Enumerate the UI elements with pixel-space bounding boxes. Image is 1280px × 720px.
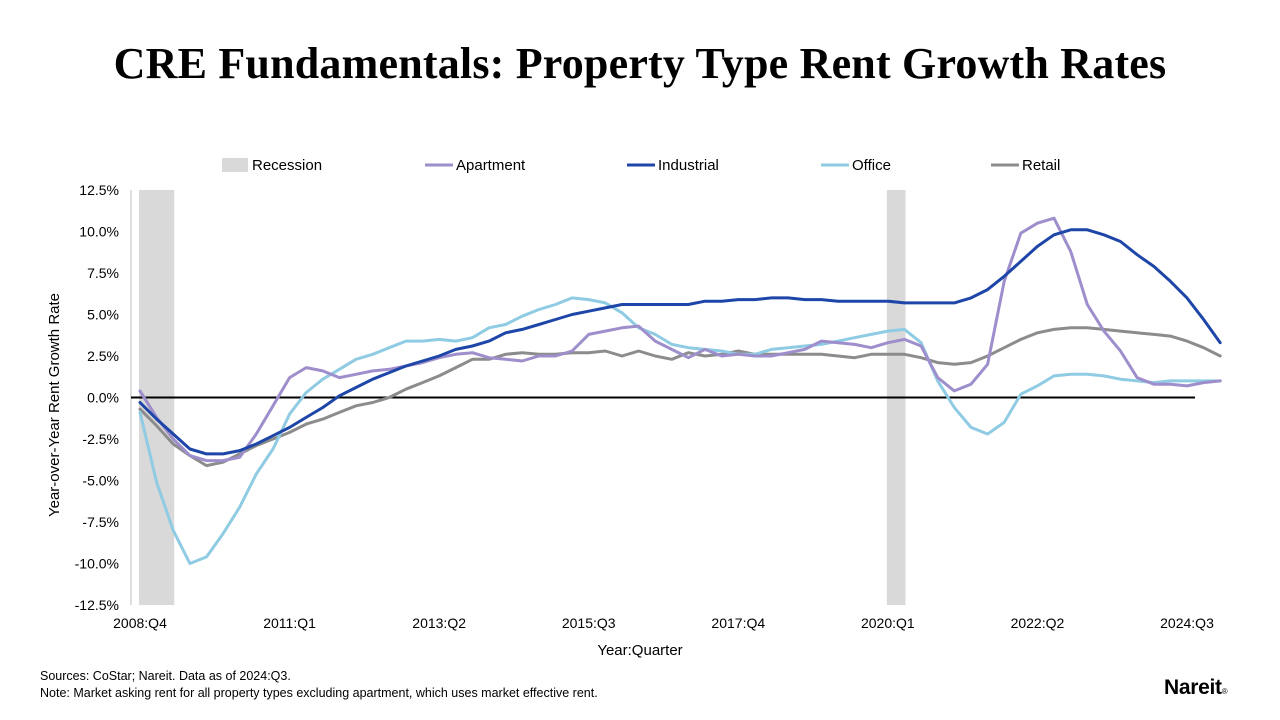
x-tick-label: 2013:Q2 [412, 615, 466, 631]
registered-mark: ® [1221, 687, 1228, 696]
x-tick-label: 2015:Q3 [562, 615, 616, 631]
legend-label-industrial: Industrial [658, 157, 719, 174]
chart-legend: Recession Apartment Industrial Office Retail [222, 157, 1060, 174]
y-axis-title: Year-over-Year Rent Growth Rate [46, 293, 63, 517]
series-line-apartment [138, 216, 1222, 463]
x-tick-label: 2024:Q3 [1160, 615, 1214, 631]
x-axis-tick-labels: 2008:Q4 2011:Q1 2013:Q2 2015:Q3 2017:Q4 2020:… [113, 615, 1214, 631]
series-line-industrial [138, 228, 1222, 456]
x-tick-label: 2022:Q2 [1011, 615, 1065, 631]
x-tick-label: 2017:Q4 [711, 615, 765, 631]
y-tick-label: 10.0% [79, 224, 119, 240]
x-tick-label: 2008:Q4 [113, 615, 167, 631]
y-tick-label: -2.5% [82, 431, 119, 447]
y-tick-label: -5.0% [82, 473, 119, 489]
legend-item-recession: Recession [222, 157, 322, 174]
series-line-retail [138, 326, 1222, 468]
legend-label-office: Office [852, 157, 891, 174]
axes [130, 190, 1195, 605]
y-tick-label: -10.0% [75, 556, 119, 572]
y-tick-label: 2.5% [87, 348, 119, 364]
y-tick-label: 7.5% [87, 265, 119, 281]
y-tick-label: 5.0% [87, 307, 119, 323]
note-text: Note: Market asking rent for all propert… [40, 686, 598, 700]
legend-item-industrial: Industrial [627, 157, 719, 174]
legend-label-apartment: Apartment [456, 157, 526, 174]
y-axis-tick-labels: 12.5% 10.0% 7.5% 5.0% 2.5% 0.0% -2.5% -5.0% -7.5… [75, 182, 119, 613]
rent-growth-line-chart: 12.5% 10.0% 7.5% 5.0% 2.5% 0.0% -2.5% -5.0% -7.5… [46, 157, 1222, 659]
page-title: CRE Fundamentals: Property Type Rent Gro… [113, 39, 1167, 88]
x-tick-label: 2020:Q1 [861, 615, 915, 631]
x-tick-label: 2011:Q1 [263, 615, 316, 631]
x-axis-title: Year:Quarter [597, 642, 682, 659]
sources-text: Sources: CoStar; Nareit. Data as of 2024… [40, 669, 291, 683]
y-tick-label: -12.5% [75, 597, 119, 613]
series-lines [138, 216, 1222, 565]
y-tick-label: 12.5% [79, 182, 119, 198]
legend-item-retail: Retail [991, 157, 1060, 174]
logo-text: Nareit [1164, 676, 1222, 699]
y-tick-label: 0.0% [87, 390, 119, 406]
nareit-logo: Nareit® [1164, 676, 1228, 700]
legend-swatch-recession [222, 158, 248, 172]
legend-item-apartment: Apartment [425, 157, 526, 174]
legend-label-recession: Recession [252, 157, 322, 174]
legend-item-office: Office [821, 157, 891, 174]
footnotes: Sources: CoStar; Nareit. Data as of 2024… [40, 668, 598, 702]
y-tick-label: -7.5% [82, 514, 119, 530]
legend-label-retail: Retail [1022, 157, 1060, 174]
series-line-office [138, 296, 1222, 565]
